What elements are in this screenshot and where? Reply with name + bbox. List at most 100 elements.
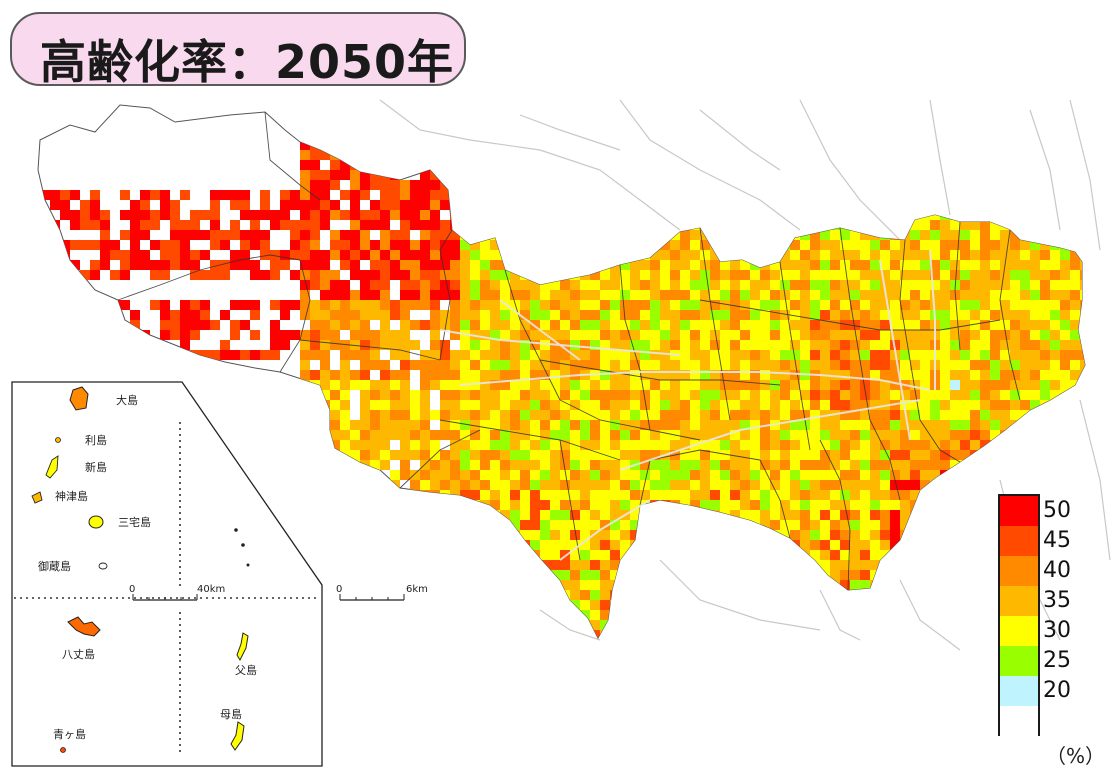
grid-cell [570, 640, 580, 650]
grid-cell [340, 280, 350, 290]
grid-cell [330, 290, 340, 300]
grid-cell [340, 440, 350, 450]
grid-cell [790, 180, 800, 190]
grid-cell [200, 230, 210, 240]
grid-cell [360, 580, 370, 590]
grid-cell [490, 310, 500, 320]
grid-cell [210, 260, 220, 270]
grid-cell [560, 440, 570, 450]
grid-cell [710, 480, 720, 490]
grid-cell [640, 590, 650, 600]
grid-cell [800, 300, 810, 310]
grid-cell [420, 390, 430, 400]
grid-cell [1060, 460, 1070, 470]
grid-cell [330, 230, 340, 240]
grid-cell [300, 520, 310, 530]
grid-cell [860, 590, 870, 600]
grid-cell [460, 620, 470, 630]
grid-cell [790, 490, 800, 500]
grid-cell [620, 430, 630, 440]
grid-cell [960, 340, 970, 350]
grid-cell [980, 120, 990, 130]
grid-cell [710, 490, 720, 500]
grid-cell [70, 330, 80, 340]
grid-cell [410, 270, 420, 280]
grid-cell [830, 480, 840, 490]
grid-cell [660, 340, 670, 350]
grid-cell [100, 220, 110, 230]
grid-cell [420, 570, 430, 580]
grid-cell [400, 180, 410, 190]
grid-cell [700, 640, 710, 650]
grid-cell [660, 460, 670, 470]
grid-cell [910, 540, 920, 550]
grid-cell [680, 120, 690, 130]
grid-cell [640, 540, 650, 550]
grid-cell [550, 230, 560, 240]
grid-cell [400, 640, 410, 650]
grid-cell [430, 230, 440, 240]
grid-cell [590, 270, 600, 280]
grid-cell [570, 180, 580, 190]
grid-cell [720, 310, 730, 320]
grid-cell [910, 300, 920, 310]
grid-cell [740, 450, 750, 460]
grid-cell [320, 140, 330, 150]
grid-cell [620, 440, 630, 450]
grid-cell [490, 450, 500, 460]
grid-cell [970, 560, 980, 570]
grid-cell [580, 470, 590, 480]
grid-cell [580, 300, 590, 310]
grid-cell [570, 280, 580, 290]
grid-cell [720, 180, 730, 190]
grid-cell [870, 340, 880, 350]
grid-cell [500, 370, 510, 380]
grid-cell [540, 160, 550, 170]
grid-cell [490, 210, 500, 220]
grid-cell [690, 550, 700, 560]
grid-cell [620, 590, 630, 600]
grid-cell [630, 430, 640, 440]
grid-cell [870, 190, 880, 200]
grid-cell [1070, 220, 1080, 230]
grid-cell [470, 520, 480, 530]
grid-cell [940, 620, 950, 630]
grid-cell [870, 360, 880, 370]
grid-cell [640, 190, 650, 200]
grid-cell [910, 570, 920, 580]
grid-cell [740, 350, 750, 360]
grid-cell [320, 570, 330, 580]
grid-cell [550, 260, 560, 270]
grid-cell [950, 120, 960, 130]
grid-cell [470, 470, 480, 480]
grid-cell [1050, 470, 1060, 480]
grid-cell [790, 540, 800, 550]
grid-cell [680, 420, 690, 430]
map-title-banner: 高齢化率：2050年 [10, 12, 466, 89]
grid-cell [360, 140, 370, 150]
grid-cell [510, 340, 520, 350]
grid-cell [640, 160, 650, 170]
grid-cell [110, 240, 120, 250]
grid-cell [480, 320, 490, 330]
grid-cell [1050, 270, 1060, 280]
grid-cell [580, 390, 590, 400]
grid-cell [540, 620, 550, 630]
grid-cell [140, 330, 150, 340]
grid-cell [880, 360, 890, 370]
grid-cell [580, 570, 590, 580]
grid-cell [310, 230, 320, 240]
grid-cell [320, 440, 330, 450]
grid-cell [840, 140, 850, 150]
grid-cell [730, 430, 740, 440]
grid-cell [890, 500, 900, 510]
grid-cell [530, 540, 540, 550]
grid-cell [490, 320, 500, 330]
grid-cell [750, 530, 760, 540]
grid-cell [790, 580, 800, 590]
grid-cell [1080, 290, 1085, 300]
grid-cell [1070, 190, 1080, 200]
grid-cell [810, 500, 820, 510]
grid-cell [860, 530, 870, 540]
grid-cell [300, 440, 310, 450]
